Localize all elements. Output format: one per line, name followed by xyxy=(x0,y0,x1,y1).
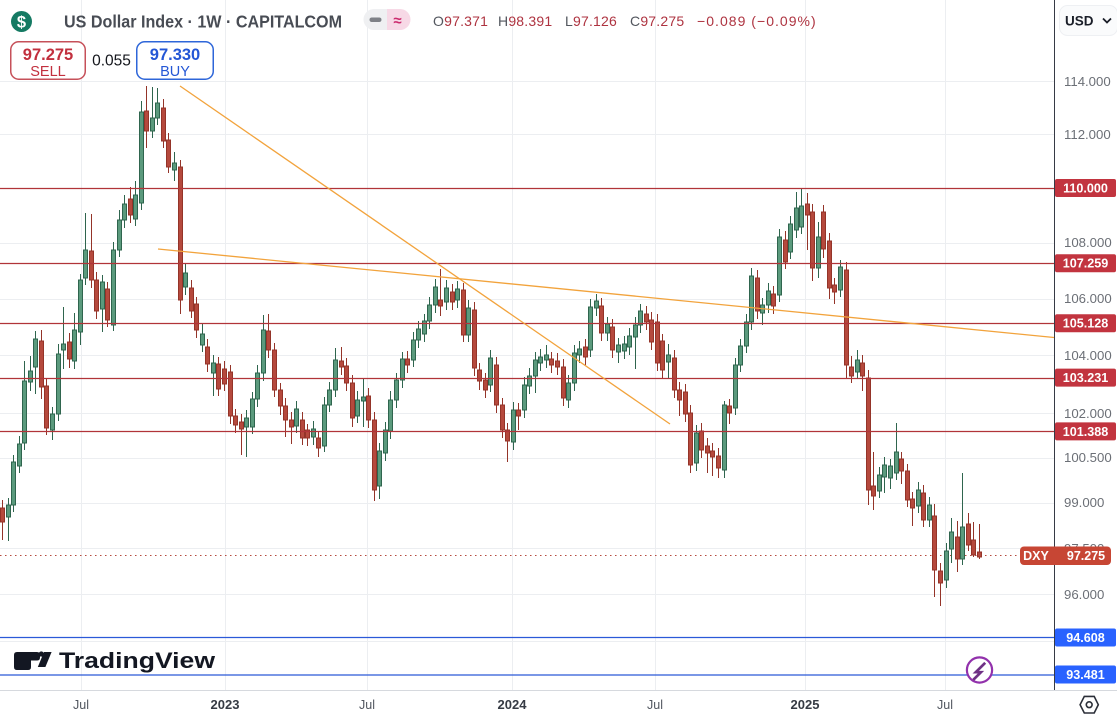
svg-text:Jul: Jul xyxy=(647,698,663,712)
svg-text:BUY: BUY xyxy=(160,64,190,80)
svg-text:≈: ≈ xyxy=(393,13,401,30)
svg-text:100.500: 100.500 xyxy=(1064,450,1112,465)
svg-text:97.275: 97.275 xyxy=(1067,549,1105,563)
svg-text:$: $ xyxy=(17,14,26,32)
svg-text:99.000: 99.000 xyxy=(1064,495,1104,510)
svg-text:97.275: 97.275 xyxy=(23,46,73,64)
svg-text:106.000: 106.000 xyxy=(1064,291,1112,306)
svg-text:TradingView: TradingView xyxy=(59,648,216,673)
svg-text:96.000: 96.000 xyxy=(1064,587,1104,602)
svg-text:93.481: 93.481 xyxy=(1066,668,1105,682)
svg-text:102.000: 102.000 xyxy=(1064,406,1112,421)
svg-text:107.259: 107.259 xyxy=(1063,257,1109,271)
svg-text:110.000: 110.000 xyxy=(1063,181,1108,195)
svg-text:USD: USD xyxy=(1065,14,1094,29)
svg-text:Jul: Jul xyxy=(359,698,375,712)
svg-text:2024: 2024 xyxy=(498,697,528,712)
svg-text:108.000: 108.000 xyxy=(1064,235,1112,250)
svg-text:2025: 2025 xyxy=(791,697,820,712)
svg-text:−0.089 (−0.09%): −0.089 (−0.09%) xyxy=(697,13,816,29)
svg-text:94.608: 94.608 xyxy=(1066,631,1105,645)
svg-text:104.000: 104.000 xyxy=(1064,348,1112,363)
svg-text:C97.275: C97.275 xyxy=(630,13,684,29)
svg-text:112.000: 112.000 xyxy=(1064,127,1111,142)
svg-text:114.000: 114.000 xyxy=(1064,74,1111,89)
svg-text:Jul: Jul xyxy=(73,698,89,712)
svg-text:O97.371: O97.371 xyxy=(433,13,488,29)
svg-text:Jul: Jul xyxy=(937,698,953,712)
svg-text:H98.391: H98.391 xyxy=(498,13,552,29)
svg-text:97.330: 97.330 xyxy=(150,46,200,64)
svg-text:0.055: 0.055 xyxy=(92,53,131,70)
svg-text:103.231: 103.231 xyxy=(1063,371,1109,385)
svg-text:2023: 2023 xyxy=(211,697,240,712)
svg-text:L97.126: L97.126 xyxy=(565,13,617,29)
svg-text:US Dollar Index · 1W · CAPITAL: US Dollar Index · 1W · CAPITALCOM xyxy=(64,12,342,32)
svg-text:DXY: DXY xyxy=(1023,549,1049,563)
svg-text:SELL: SELL xyxy=(30,64,65,80)
svg-text:105.128: 105.128 xyxy=(1063,317,1109,331)
svg-text:101.388: 101.388 xyxy=(1063,425,1109,439)
